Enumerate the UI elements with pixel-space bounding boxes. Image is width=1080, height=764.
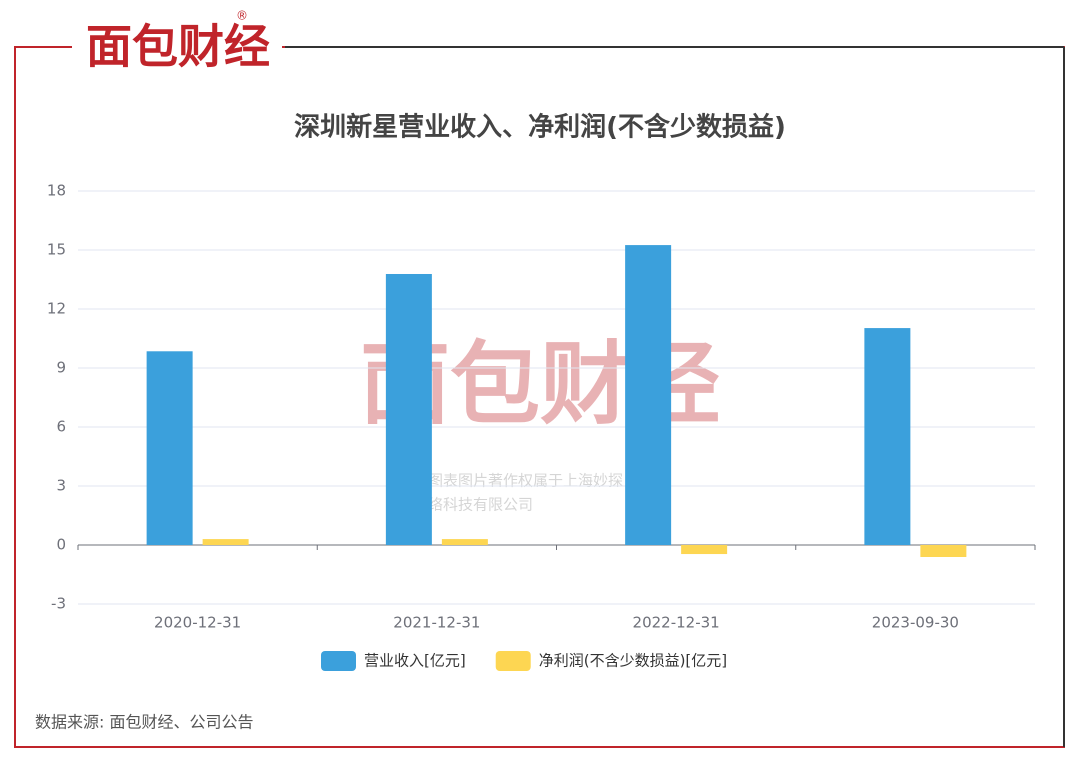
y-tick-label: 6 (56, 418, 66, 436)
y-tick-label: -3 (51, 595, 66, 613)
legend-swatch (321, 651, 356, 671)
legend-swatch (495, 651, 531, 671)
x-tick-label: 2023-09-30 (872, 614, 959, 632)
legend-label: 营业收入[亿元] (364, 652, 466, 670)
bar (146, 351, 193, 545)
x-tick-label: 2022-12-31 (633, 614, 720, 632)
chart-title: 深圳新星营业收入、净利润(不含少数损益) (294, 112, 786, 143)
bar (202, 539, 249, 545)
bar (920, 545, 967, 557)
y-tick-label: 12 (47, 300, 66, 318)
watermark-text: 本图表图片著作权属于上海妙探 (413, 472, 623, 490)
logo-mark: ® (236, 9, 248, 23)
logo: 面包财经 (86, 20, 270, 74)
bar (864, 328, 911, 545)
x-tick-label: 2021-12-31 (393, 614, 480, 632)
bar (441, 539, 488, 545)
y-tick-label: 18 (47, 182, 66, 200)
logo-bg (72, 20, 282, 80)
bar (681, 545, 728, 555)
y-tick-label: 3 (56, 477, 66, 495)
y-tick-label: 0 (56, 536, 66, 554)
legend-label: 净利润(不含少数损益)[亿元] (539, 652, 727, 670)
y-tick-label: 9 (56, 359, 66, 377)
x-tick-label: 2020-12-31 (154, 614, 241, 632)
bar (625, 245, 672, 546)
bar (385, 273, 432, 545)
y-tick-label: 15 (47, 241, 66, 259)
source: 数据来源: 面包财经、公司公告 (35, 713, 253, 732)
watermark-text: 网络科技有限公司 (413, 496, 533, 514)
